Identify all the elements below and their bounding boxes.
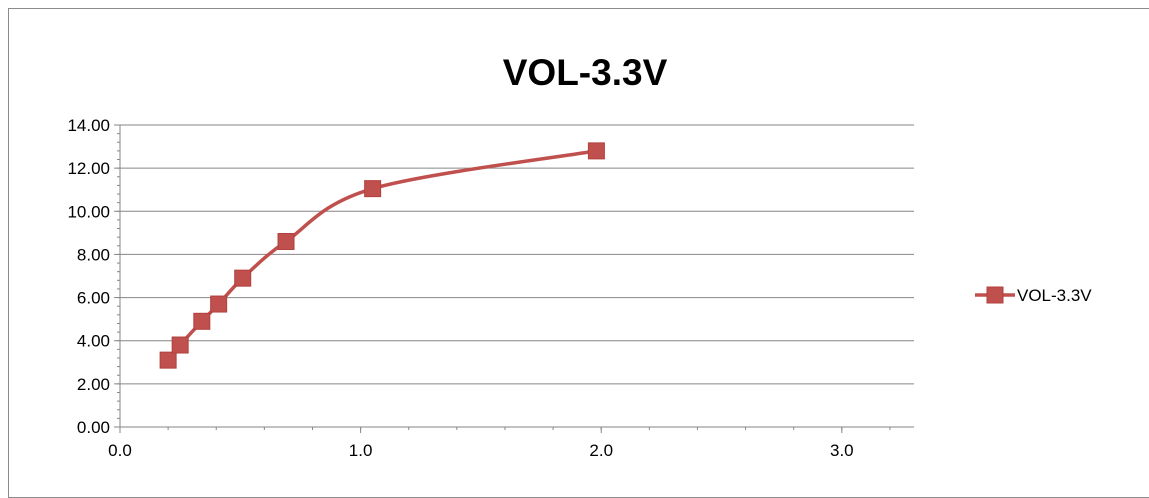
series-layer	[159, 142, 605, 369]
legend-marker-0	[986, 286, 1004, 304]
legend: VOL-3.3V	[975, 286, 1092, 305]
y-tick-label-4: 8.00	[77, 245, 110, 264]
data-point-0-2	[193, 312, 211, 330]
y-tick-label-3: 6.00	[77, 289, 110, 308]
y-tick-label-2: 4.00	[77, 332, 110, 351]
legend-label-0: VOL-3.3V	[1017, 286, 1092, 305]
x-tick-label-3: 3.0	[830, 441, 854, 460]
x-tick-label-1: 1.0	[349, 441, 373, 460]
data-point-0-0	[159, 351, 177, 369]
data-point-0-6	[364, 180, 382, 198]
data-point-0-5	[277, 232, 295, 250]
x-tick-label-0: 0.0	[108, 441, 132, 460]
data-point-0-3	[210, 295, 228, 313]
y-tick-label-0: 0.00	[77, 418, 110, 437]
y-tick-label-1: 2.00	[77, 375, 110, 394]
y-tick-label-7: 14.00	[67, 116, 110, 135]
y-tick-label-6: 12.00	[67, 159, 110, 178]
scatter-chart: 0.00 2.00 4.00 6.00 8.00 10.00 12.00 14.00 0.0 1.…	[67, 52, 1092, 460]
data-point-0-7	[587, 142, 605, 160]
data-point-0-4	[234, 269, 252, 287]
chart-area: 0.00 2.00 4.00 6.00 8.00 10.00 12.00 14.00 0.0 1.…	[8, 8, 1149, 498]
chart-title: VOL-3.3V	[503, 52, 668, 93]
data-point-0-1	[171, 336, 189, 354]
gridlines	[120, 124, 914, 385]
x-tick-label-2: 2.0	[589, 441, 613, 460]
axes: 0.00 2.00 4.00 6.00 8.00 10.00 12.00 14.00 0.0 1.…	[67, 116, 914, 460]
y-tick-label-5: 10.00	[67, 202, 110, 221]
series-line-0	[166, 149, 597, 362]
